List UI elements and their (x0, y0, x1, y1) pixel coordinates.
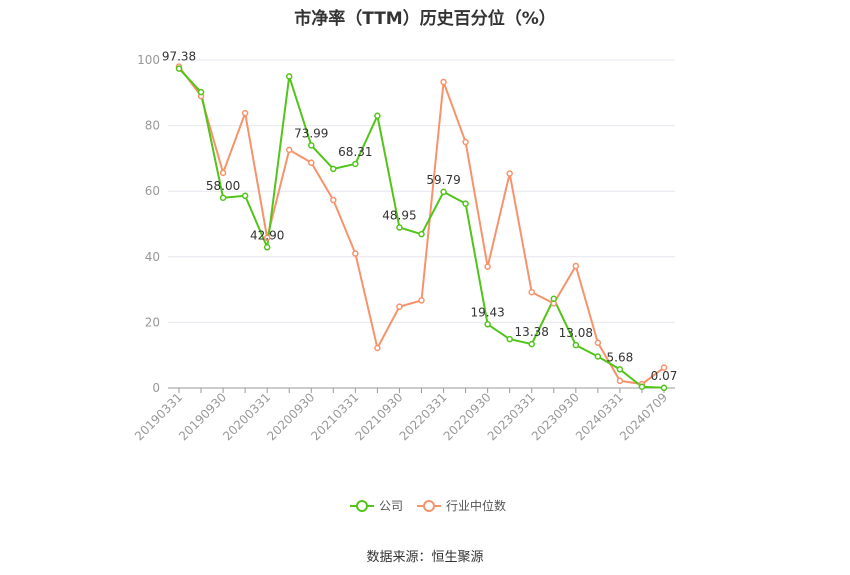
data-point (175, 65, 183, 72)
data-label: 59.79 (426, 173, 460, 187)
data-label: 19.43 (470, 305, 504, 319)
data-point (528, 288, 535, 296)
chart-title: 市净率（TTM）历史百分位（%） (294, 9, 556, 29)
data-point (374, 344, 381, 352)
data-label: 42.90 (250, 228, 284, 242)
data-point (616, 366, 624, 373)
data-point (418, 297, 425, 304)
data-point (285, 146, 293, 154)
data-point (616, 377, 624, 385)
series-points (175, 63, 668, 392)
x-tick-label: 20240709 (617, 390, 670, 443)
data-point (440, 188, 447, 196)
data-label: 13.38 (515, 325, 549, 339)
data-point (572, 262, 580, 270)
data-label: 13.08 (559, 326, 593, 340)
data-point (219, 169, 227, 177)
data-label: 58.00 (206, 179, 240, 193)
data-point (396, 303, 403, 310)
data-point (241, 109, 249, 117)
data-point (462, 138, 469, 146)
legend[interactable]: 公司 行业中位数 (350, 498, 506, 513)
data-point (572, 341, 580, 349)
data-point (285, 73, 293, 80)
data-point (440, 78, 447, 86)
data-point (594, 353, 602, 360)
y-axis-ticks: 0 20 40 60 80 100 (137, 53, 160, 395)
data-label: 48.95 (382, 208, 416, 222)
data-point (418, 230, 425, 238)
grid-lines (168, 59, 675, 323)
legend-marker (423, 500, 435, 512)
data-point (241, 192, 249, 200)
data-point (660, 364, 668, 371)
data-point (396, 224, 403, 231)
x-axis: 2019033120190930202003312020093020210331… (132, 387, 675, 443)
data-point (330, 196, 337, 204)
y-tick-label: 100 (137, 53, 160, 67)
data-label: 68.31 (338, 145, 372, 159)
data-point (219, 194, 227, 202)
legend-label: 行业中位数 (446, 498, 506, 513)
data-label: 0.07 (651, 369, 678, 383)
data-point (374, 112, 381, 120)
data-point (528, 340, 535, 348)
data-point (506, 170, 513, 177)
data-label: 73.99 (294, 126, 328, 140)
legend-item-company[interactable]: 公司 (350, 499, 403, 513)
y-tick-label: 40 (145, 250, 160, 264)
data-label: 5.68 (607, 350, 634, 364)
data-point (308, 159, 315, 166)
data-point (263, 234, 271, 242)
data-point (263, 244, 271, 251)
data-point (484, 263, 491, 270)
data-point (330, 165, 337, 173)
data-label: 97.38 (162, 50, 196, 64)
data-source: 数据来源：恒生聚源 (366, 550, 484, 565)
data-point (308, 142, 315, 149)
data-labels: 97.38 58.00 42.90 73.99 68.31 48.95 59.79 19.43… (162, 50, 678, 383)
data-point (594, 339, 602, 346)
data-point (484, 321, 491, 328)
data-point (550, 295, 558, 303)
data-point (352, 160, 359, 168)
y-tick-label: 60 (145, 184, 160, 198)
y-tick-label: 20 (145, 315, 160, 329)
y-tick-label: 80 (145, 119, 160, 133)
data-point (638, 383, 646, 390)
data-point (352, 250, 359, 257)
data-point (197, 88, 205, 96)
legend-label: 公司 (379, 499, 403, 513)
data-point (506, 335, 513, 343)
y-tick-label: 0 (152, 381, 160, 395)
data-point (462, 200, 469, 207)
legend-item-industry[interactable]: 行业中位数 (417, 498, 506, 513)
data-point (660, 384, 668, 392)
legend-marker (356, 500, 368, 512)
